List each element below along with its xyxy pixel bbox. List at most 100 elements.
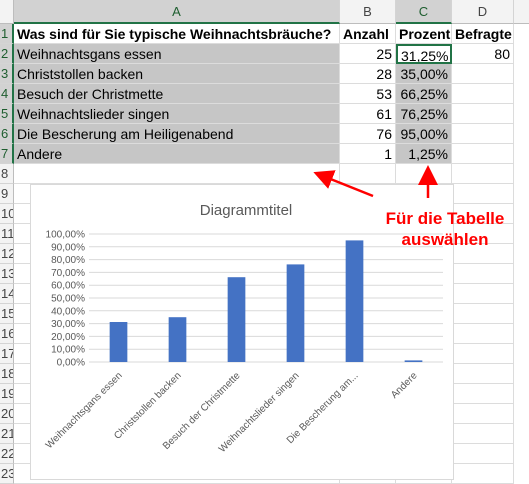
cell-c-percent[interactable]: 76,25% <box>396 104 452 124</box>
row-header-22[interactable]: 22 <box>0 444 14 464</box>
bar <box>227 277 246 362</box>
empty-cell[interactable] <box>452 464 514 484</box>
bar <box>109 322 128 362</box>
empty-cell[interactable] <box>452 384 514 404</box>
cell-a-label[interactable]: Weihnachtsgans essen <box>14 44 340 64</box>
x-tick-label: Andere <box>389 370 420 401</box>
cell-a1-question-header[interactable]: Was sind für Sie typische Weihnachtsbräu… <box>14 24 340 44</box>
row-header-11[interactable]: 11 <box>0 224 14 244</box>
bar <box>168 317 187 362</box>
cell-c-percent[interactable]: 35,00% <box>396 64 452 84</box>
row-header-3[interactable]: 3 <box>0 64 14 84</box>
y-tick-label: 70,00% <box>51 268 85 279</box>
row-header-13[interactable]: 13 <box>0 264 14 284</box>
cell-d-empty[interactable] <box>452 124 514 144</box>
annotation-line-2: auswählen <box>401 230 489 249</box>
column-header-a[interactable]: A <box>14 0 340 24</box>
annotation-text: Für die Tabelle auswählen <box>370 208 520 250</box>
cell-d2-respondents-value[interactable]: 80 <box>452 44 514 64</box>
row-header-2[interactable]: 2 <box>0 44 14 64</box>
cell-c-percent[interactable]: 66,25% <box>396 84 452 104</box>
row-header-9[interactable]: 9 <box>0 184 14 204</box>
y-tick-label: 60,00% <box>51 281 85 292</box>
empty-cell[interactable] <box>452 204 514 224</box>
x-tick-label: Weihnachtsgans essen <box>44 370 125 451</box>
empty-cell[interactable] <box>452 364 514 384</box>
empty-cell[interactable] <box>452 304 514 324</box>
row-header-5[interactable]: 5 <box>0 104 14 124</box>
arrow-to-column-a <box>313 170 374 198</box>
y-tick-label: 40,00% <box>51 306 85 317</box>
cell-a-label[interactable]: Andere <box>14 144 340 164</box>
cell-d1-respondents-header[interactable]: Befragte <box>452 24 514 44</box>
row-header-10[interactable]: 10 <box>0 204 14 224</box>
row-header-19[interactable]: 19 <box>0 384 14 404</box>
y-tick-label: 90,00% <box>51 242 85 253</box>
empty-cell[interactable] <box>452 264 514 284</box>
cell-b-count[interactable]: 1 <box>340 144 396 164</box>
empty-cell[interactable] <box>14 164 340 184</box>
row-header-17[interactable]: 17 <box>0 344 14 364</box>
cell-c1-percent-header[interactable]: Prozent <box>396 24 452 44</box>
empty-cell[interactable] <box>340 164 396 184</box>
bar <box>286 264 305 362</box>
row-header-16[interactable]: 16 <box>0 324 14 344</box>
row-header-21[interactable]: 21 <box>0 424 14 444</box>
empty-cell[interactable] <box>452 224 514 244</box>
cell-d-empty[interactable] <box>452 144 514 164</box>
cell-c-percent[interactable]: 1,25% <box>396 144 452 164</box>
cell-a-label[interactable]: Besuch der Christmette <box>14 84 340 104</box>
row-header-7[interactable]: 7 <box>0 144 14 164</box>
cell-d-empty[interactable] <box>452 104 514 124</box>
empty-cell[interactable] <box>452 404 514 424</box>
cell-a-label[interactable]: Weihnachtslieder singen <box>14 104 340 124</box>
empty-cell[interactable] <box>452 424 514 444</box>
bar <box>404 360 423 362</box>
empty-cell[interactable] <box>452 444 514 464</box>
column-header-b[interactable]: B <box>340 0 396 24</box>
cell-c-percent-active[interactable]: 31,25% <box>396 44 452 64</box>
y-tick-label: 10,00% <box>51 345 85 356</box>
annotation-line-1: Für die Tabelle <box>385 209 505 228</box>
y-tick-label: 20,00% <box>51 332 85 343</box>
row-header-12[interactable]: 12 <box>0 244 14 264</box>
chart-title: Diagrammtitel <box>200 202 293 219</box>
cell-b-count[interactable]: 53 <box>340 84 396 104</box>
cell-b-count[interactable]: 76 <box>340 124 396 144</box>
empty-cell[interactable] <box>452 344 514 364</box>
row-header-20[interactable]: 20 <box>0 404 14 424</box>
empty-cell[interactable] <box>452 244 514 264</box>
annotation-arrows <box>313 165 438 198</box>
row-header-4[interactable]: 4 <box>0 84 14 104</box>
row-header-1[interactable]: 1 <box>0 24 14 44</box>
cell-b-count[interactable]: 25 <box>340 44 396 64</box>
row-header-8[interactable]: 8 <box>0 164 14 184</box>
empty-cell[interactable] <box>452 184 514 204</box>
row-header-6[interactable]: 6 <box>0 124 14 144</box>
column-header-c[interactable]: C <box>396 0 452 24</box>
select-all-corner[interactable] <box>0 0 14 24</box>
empty-cell[interactable] <box>452 284 514 304</box>
bar <box>345 240 364 362</box>
y-tick-label: 50,00% <box>51 294 85 305</box>
cell-d-empty[interactable] <box>452 84 514 104</box>
cell-c-percent[interactable]: 95,00% <box>396 124 452 144</box>
cell-a-label[interactable]: Christstollen backen <box>14 64 340 84</box>
y-tick-label: 30,00% <box>51 319 85 330</box>
cell-d-empty[interactable] <box>452 64 514 84</box>
cell-b1-count-header[interactable]: Anzahl <box>340 24 396 44</box>
cell-b-count[interactable]: 61 <box>340 104 396 124</box>
row-header-18[interactable]: 18 <box>0 364 14 384</box>
y-tick-label: 100,00% <box>46 230 86 241</box>
row-header-14[interactable]: 14 <box>0 284 14 304</box>
chart-area[interactable]: Diagrammtitel 0,00% 10,00% 20,00% 30,00% 40,0… <box>30 184 454 480</box>
cell-a-label[interactable]: Die Bescherung am Heiligenabend <box>14 124 340 144</box>
cell-b-count[interactable]: 28 <box>340 64 396 84</box>
column-header-d[interactable]: D <box>452 0 514 24</box>
empty-cell[interactable] <box>452 164 514 184</box>
column-header-e[interactable] <box>514 0 529 24</box>
row-header-15[interactable]: 15 <box>0 304 14 324</box>
empty-cell[interactable] <box>452 324 514 344</box>
row-header-23[interactable]: 23 <box>0 464 14 484</box>
bar-chart: Diagrammtitel 0,00% 10,00% 20,00% 30,00% 40,0… <box>44 202 443 455</box>
